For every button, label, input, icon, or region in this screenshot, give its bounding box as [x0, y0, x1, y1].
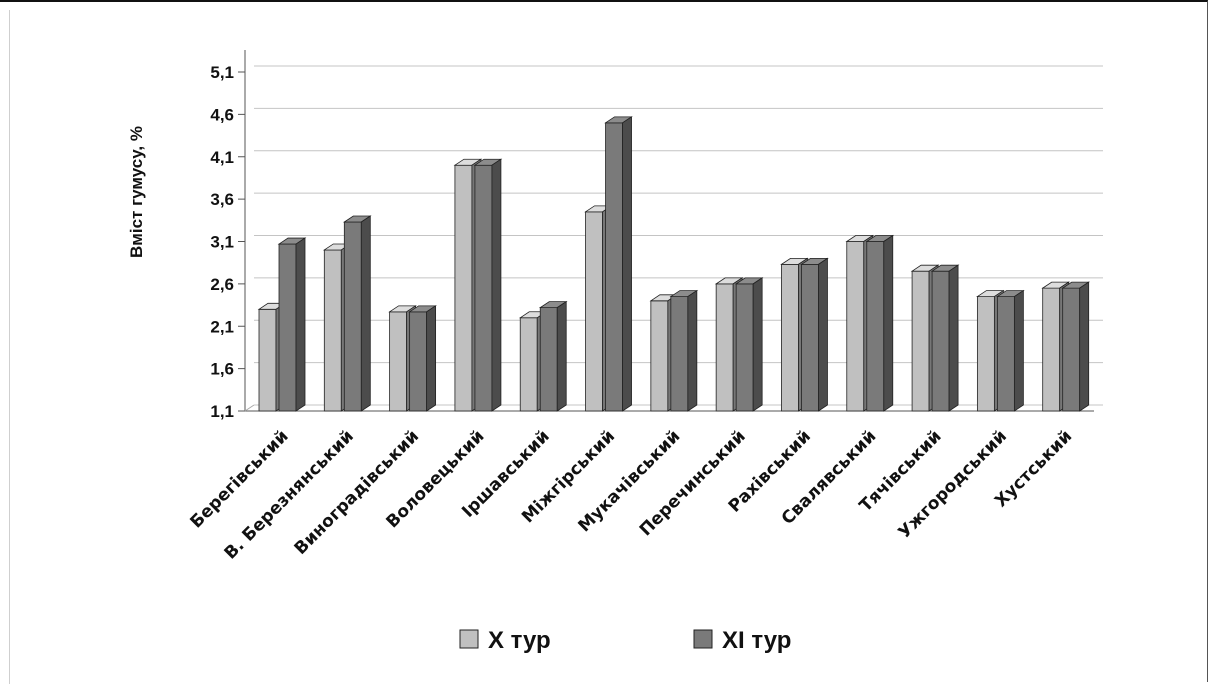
bar-side [295, 237, 306, 412]
bar [715, 283, 734, 412]
x-category-label: Виноградівський [291, 426, 423, 558]
bar-side [1079, 281, 1090, 412]
y-axis-title: Вміст гумусу, % [127, 126, 146, 258]
floor-edge [244, 404, 255, 412]
legend-label: ХІ тур [722, 627, 791, 654]
bar [585, 211, 603, 412]
bar [670, 296, 689, 412]
bar [996, 296, 1015, 412]
bar [735, 283, 754, 412]
bar-side [687, 289, 698, 412]
bar [343, 221, 362, 412]
bar [605, 122, 623, 412]
bar [781, 263, 799, 412]
y-tick-label: 2,1 [210, 317, 234, 336]
x-category-label: Ужгородський [895, 426, 1011, 542]
bar-side [752, 277, 763, 412]
bar-side [360, 215, 371, 412]
bar [1062, 287, 1081, 412]
legend-swatch [693, 629, 713, 649]
bar [474, 164, 493, 412]
bar [846, 241, 865, 412]
bar [931, 270, 950, 412]
y-tick-label: 4,1 [210, 148, 234, 167]
bar [976, 296, 995, 412]
bar [911, 270, 930, 412]
bar-side [948, 264, 959, 412]
bar-side [818, 257, 828, 412]
x-category-label: В. Березнянський [221, 426, 358, 563]
bar [389, 311, 408, 412]
bar-side [426, 305, 437, 412]
legend: Х тур ХІ тур [459, 627, 791, 654]
bar [323, 249, 342, 412]
y-tick-label: 5,1 [210, 63, 234, 82]
bar [1042, 287, 1061, 412]
y-tick-label: 1,1 [210, 402, 234, 421]
bar [539, 307, 558, 412]
bars [257, 116, 1091, 412]
bar-side [622, 116, 632, 412]
y-tick-label: 4,6 [210, 105, 234, 124]
y-tick-label: 3,6 [210, 190, 234, 209]
legend-label: Х тур [488, 627, 551, 654]
legend-swatch [459, 629, 479, 649]
bar-side [883, 234, 894, 412]
bar-side [491, 158, 502, 412]
y-tick-label: 3,1 [210, 233, 234, 252]
bar [258, 308, 277, 412]
bar [409, 311, 428, 412]
bar [278, 243, 297, 412]
bar [866, 241, 885, 412]
bar [650, 300, 669, 412]
bar-side [556, 300, 567, 412]
bar [454, 164, 473, 412]
bar [801, 263, 819, 412]
bar-side [1013, 289, 1024, 412]
frame-left-rule [9, 10, 10, 684]
y-tick-label: 2,6 [210, 275, 234, 294]
bar [519, 317, 538, 412]
y-tick-label: 1,6 [210, 360, 234, 379]
gridlines [254, 65, 1103, 364]
